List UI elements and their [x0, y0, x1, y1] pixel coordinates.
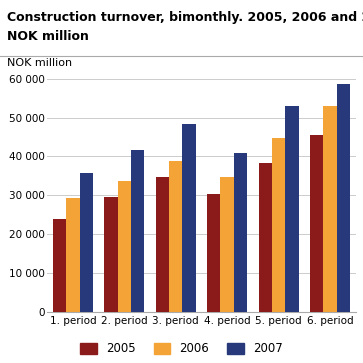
Bar	[79, 173, 93, 312]
Legend: 2005, 2006, 2007: 2005, 2006, 2007	[80, 342, 283, 355]
Bar	[156, 177, 169, 312]
Bar	[131, 150, 144, 312]
Bar	[183, 124, 196, 312]
Bar	[337, 85, 350, 312]
Bar	[104, 196, 118, 312]
Bar	[285, 106, 299, 312]
Bar	[234, 152, 247, 312]
Bar	[66, 199, 79, 312]
Bar	[323, 106, 337, 312]
Bar	[118, 181, 131, 312]
Bar	[53, 219, 66, 312]
Text: NOK million: NOK million	[7, 58, 72, 68]
Bar	[310, 135, 323, 312]
Bar	[207, 194, 220, 312]
Bar	[258, 163, 272, 312]
Text: NOK million: NOK million	[7, 30, 89, 43]
Text: Construction turnover, bimonthly. 2005, 2006 and 2007.: Construction turnover, bimonthly. 2005, …	[7, 11, 363, 24]
Bar	[169, 161, 183, 312]
Bar	[220, 177, 234, 312]
Bar	[272, 138, 285, 312]
